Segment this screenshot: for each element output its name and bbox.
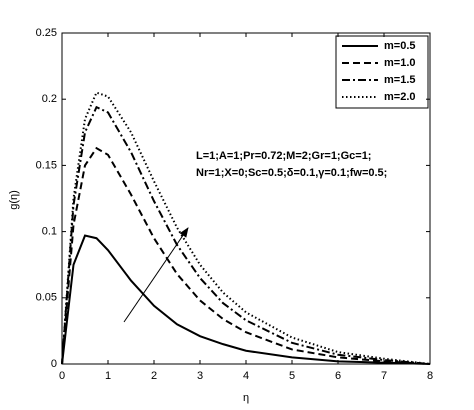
series-line bbox=[61, 105, 431, 365]
series-line bbox=[61, 91, 431, 365]
x-tick-label: 3 bbox=[197, 370, 203, 382]
x-tick-label: 1 bbox=[105, 370, 111, 382]
y-tick-label: 0.25 bbox=[36, 27, 57, 39]
x-tick-label: 4 bbox=[243, 370, 249, 382]
x-tick-label: 7 bbox=[381, 370, 387, 382]
y-tick-label: 0.05 bbox=[36, 292, 57, 304]
y-tick-label: 0 bbox=[51, 358, 57, 370]
legend-label: m=1.0 bbox=[384, 57, 416, 69]
x-tick-label: 5 bbox=[289, 370, 295, 382]
x-tick-label: 6 bbox=[335, 370, 341, 382]
y-tick-label: 0.1 bbox=[42, 226, 57, 238]
y-axis-label: g(η) bbox=[8, 190, 20, 210]
series-line bbox=[61, 146, 431, 365]
legend-label: m=1.5 bbox=[384, 74, 416, 86]
annotation: L=1;A=1;Pr=0.72;M=2;Gr=1;Gc=1; bbox=[196, 150, 371, 162]
x-tick-label: 0 bbox=[59, 370, 65, 382]
y-tick-label: 0.15 bbox=[36, 159, 57, 171]
x-axis-label: η bbox=[243, 392, 249, 404]
legend-label: m=2.0 bbox=[384, 91, 416, 103]
series-line bbox=[61, 234, 431, 365]
y-tick-label: 0.2 bbox=[42, 93, 57, 105]
x-tick-label: 8 bbox=[427, 370, 433, 382]
annotation: Nr=1;X=0;Sc=0.5;δ=0.1,γ=0.1;fw=0.5; bbox=[196, 167, 387, 179]
legend-label: m=0.5 bbox=[384, 40, 416, 52]
x-tick-label: 2 bbox=[151, 370, 157, 382]
